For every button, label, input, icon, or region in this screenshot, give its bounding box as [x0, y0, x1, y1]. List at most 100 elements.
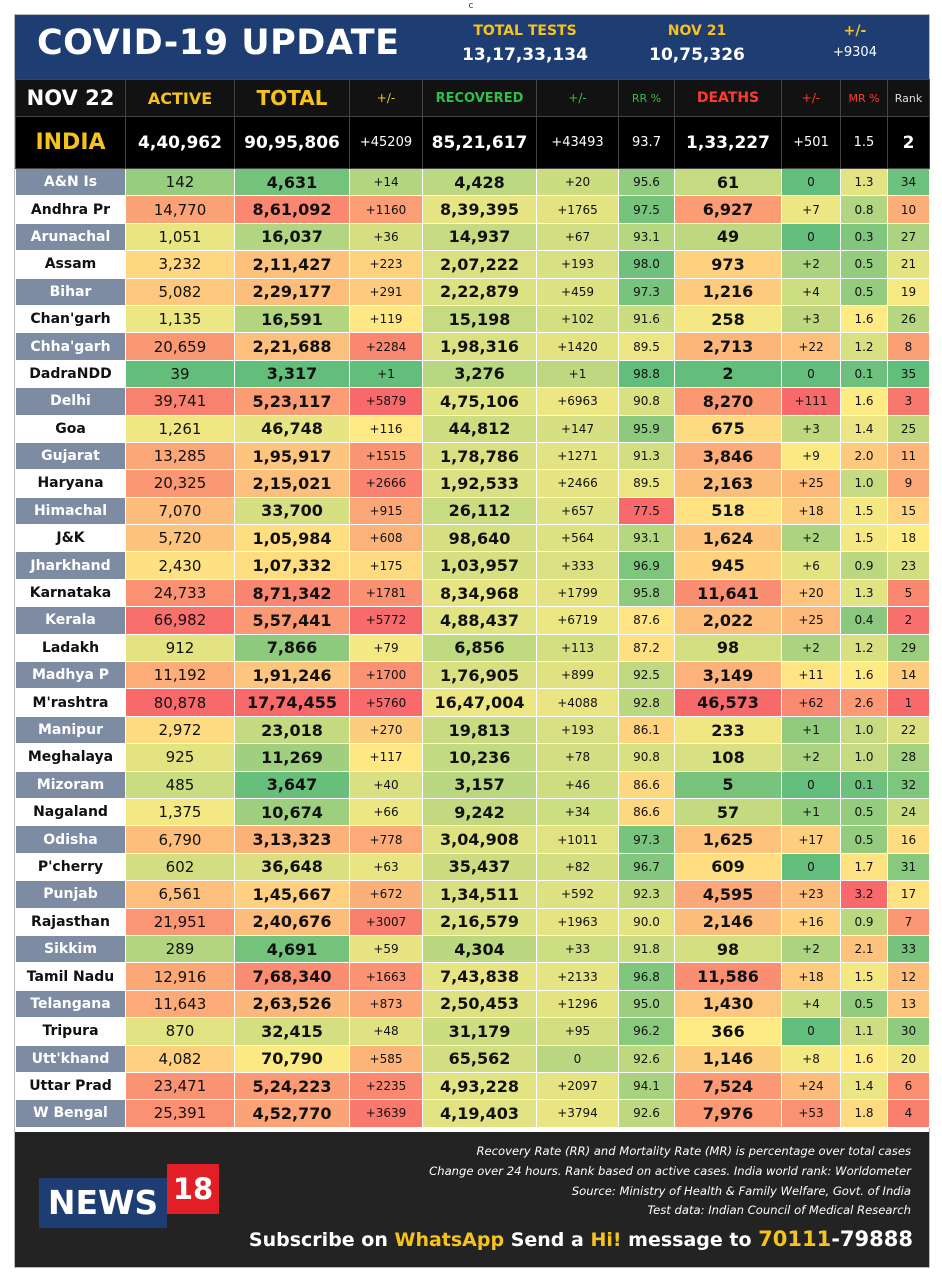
cell-deaths: 258: [674, 304, 782, 334]
cell-active: 289: [125, 934, 235, 964]
cell-rec: 2,07,222: [422, 250, 537, 279]
state-name: Bihar: [15, 277, 126, 306]
cell-rank: 3: [887, 387, 930, 416]
cell-rec: 1,92,533: [422, 469, 537, 498]
total-tests-label: TOTAL TESTS: [473, 23, 577, 39]
cell-dt: +672: [349, 880, 423, 909]
cell-rank: 33: [887, 934, 930, 964]
subscribe-text-1: Subscribe on: [248, 1229, 395, 1251]
cell-dr: +193: [536, 250, 619, 279]
cell-active: 925: [125, 743, 235, 772]
cell-rr: 95.8: [618, 578, 675, 608]
cell-rr: 86.6: [618, 770, 675, 799]
cell-dd: +25: [781, 606, 841, 635]
cell-total: 1,45,667: [234, 880, 350, 909]
cell-total: 36,648: [234, 852, 350, 882]
table-row: Tripura 870 32,415 +48 31,179 +95 96.2 366 0 1.1 3…: [15, 1017, 930, 1046]
cell-dt: +1781: [349, 578, 423, 608]
cell-mr: 1.4: [840, 1071, 888, 1101]
cell-total: 4,52,770: [234, 1099, 350, 1128]
cell-dt: +873: [349, 989, 423, 1019]
cell-dd: +4: [781, 277, 841, 306]
cell-dt: +1160: [349, 195, 423, 224]
cell-mr: 1.6: [840, 1044, 888, 1073]
cell-dr: 0: [536, 1044, 619, 1073]
cell-mr: 0.5: [840, 989, 888, 1019]
cell-dr: +6719: [536, 606, 619, 635]
cell-dt: +223: [349, 250, 423, 279]
cell-rec: 4,304: [422, 934, 537, 964]
cell-total: 5,23,117: [234, 387, 350, 416]
cell-dt: +5760: [349, 688, 423, 717]
cell-dr: +78: [536, 743, 619, 772]
state-name: Arunachal: [15, 222, 126, 252]
cell-dt: +116: [349, 414, 423, 443]
cell-rank: 1: [887, 688, 930, 717]
cell-rr: 98.0: [618, 250, 675, 279]
table-row: Sikkim 289 4,691 +59 4,304 +33 91.8 98 +2 2.1 33: [15, 934, 930, 964]
cell-dt: +1700: [349, 661, 423, 690]
cell-dt: +3639: [349, 1099, 423, 1128]
cell-dt: +2666: [349, 469, 423, 498]
cell-deaths: 3,846: [674, 441, 782, 471]
table-row: Nagaland 1,375 10,674 +66 9,242 +34 86.6 57 +1 0.…: [15, 797, 930, 827]
cell-rec: 16,47,004: [422, 688, 537, 717]
cell-deaths: 46,573: [674, 688, 782, 717]
phone-number-part1: 70111: [758, 1227, 832, 1251]
india-row: INDIA 4,40,962 90,95,806 +45209 85,21,61…: [15, 116, 930, 169]
cell-deaths: 1,216: [674, 277, 782, 306]
total-header: TOTAL: [234, 79, 350, 117]
cell-dt: +79: [349, 633, 423, 663]
table-row: Jharkhand 2,430 1,07,332 +175 1,03,957 +333 96…: [15, 551, 930, 580]
cell-total: 11,269: [234, 743, 350, 772]
state-name: Kerala: [15, 606, 126, 635]
state-name: Delhi: [15, 387, 126, 416]
cell-dr: +1799: [536, 578, 619, 608]
india-total: 90,95,806: [234, 116, 350, 169]
india-deaths-delta: +501: [781, 116, 841, 169]
cell-dd: +8: [781, 1044, 841, 1073]
cell-dr: +4088: [536, 688, 619, 717]
cell-dt: +63: [349, 852, 423, 882]
india-rr: 93.7: [618, 116, 675, 169]
cell-active: 11,643: [125, 989, 235, 1019]
cell-active: 142: [125, 167, 235, 197]
state-name: Andhra Pr: [15, 195, 126, 224]
cell-rank: 23: [887, 551, 930, 580]
cell-mr: 0.8: [840, 195, 888, 224]
cell-active: 11,192: [125, 661, 235, 690]
cell-deaths: 366: [674, 1017, 782, 1046]
cell-active: 5,082: [125, 277, 235, 306]
cell-rank: 24: [887, 797, 930, 827]
footnote-source: Source: Ministry of Health & Family Welf…: [571, 1183, 911, 1198]
table-row: Tamil Nadu 12,916 7,68,340 +1663 7,43,838 +21…: [15, 962, 930, 991]
cell-mr: 2.0: [840, 441, 888, 471]
cell-total: 1,91,246: [234, 661, 350, 690]
cell-mr: 1.2: [840, 633, 888, 663]
cell-total: 46,748: [234, 414, 350, 443]
cell-dd: +2: [781, 934, 841, 964]
cell-active: 23,471: [125, 1071, 235, 1101]
cell-rec: 19,813: [422, 715, 537, 745]
hi-text: Hi!: [590, 1229, 622, 1251]
cell-dd: +18: [781, 496, 841, 526]
cell-dr: +1: [536, 359, 619, 389]
cell-rr: 91.6: [618, 304, 675, 334]
table-row: DadraNDD 39 3,317 +1 3,276 +1 98.8 2 0 0.1 35: [15, 359, 930, 389]
cell-rank: 25: [887, 414, 930, 443]
cell-dd: +9: [781, 441, 841, 471]
cell-rr: 92.6: [618, 1099, 675, 1128]
cell-active: 12,916: [125, 962, 235, 991]
cell-total: 2,63,526: [234, 989, 350, 1019]
cell-deaths: 49: [674, 222, 782, 252]
cell-active: 1,375: [125, 797, 235, 827]
cell-rr: 93.1: [618, 222, 675, 252]
rr-header: RR %: [618, 79, 675, 117]
phone-number-part2: -79888: [831, 1227, 913, 1251]
cell-dt: +2235: [349, 1071, 423, 1101]
india-total-delta: +45209: [349, 116, 423, 169]
deaths-header: DEATHS: [674, 79, 782, 117]
state-name: Telangana: [15, 989, 126, 1019]
cell-active: 39,741: [125, 387, 235, 416]
cell-mr: 0.5: [840, 250, 888, 279]
